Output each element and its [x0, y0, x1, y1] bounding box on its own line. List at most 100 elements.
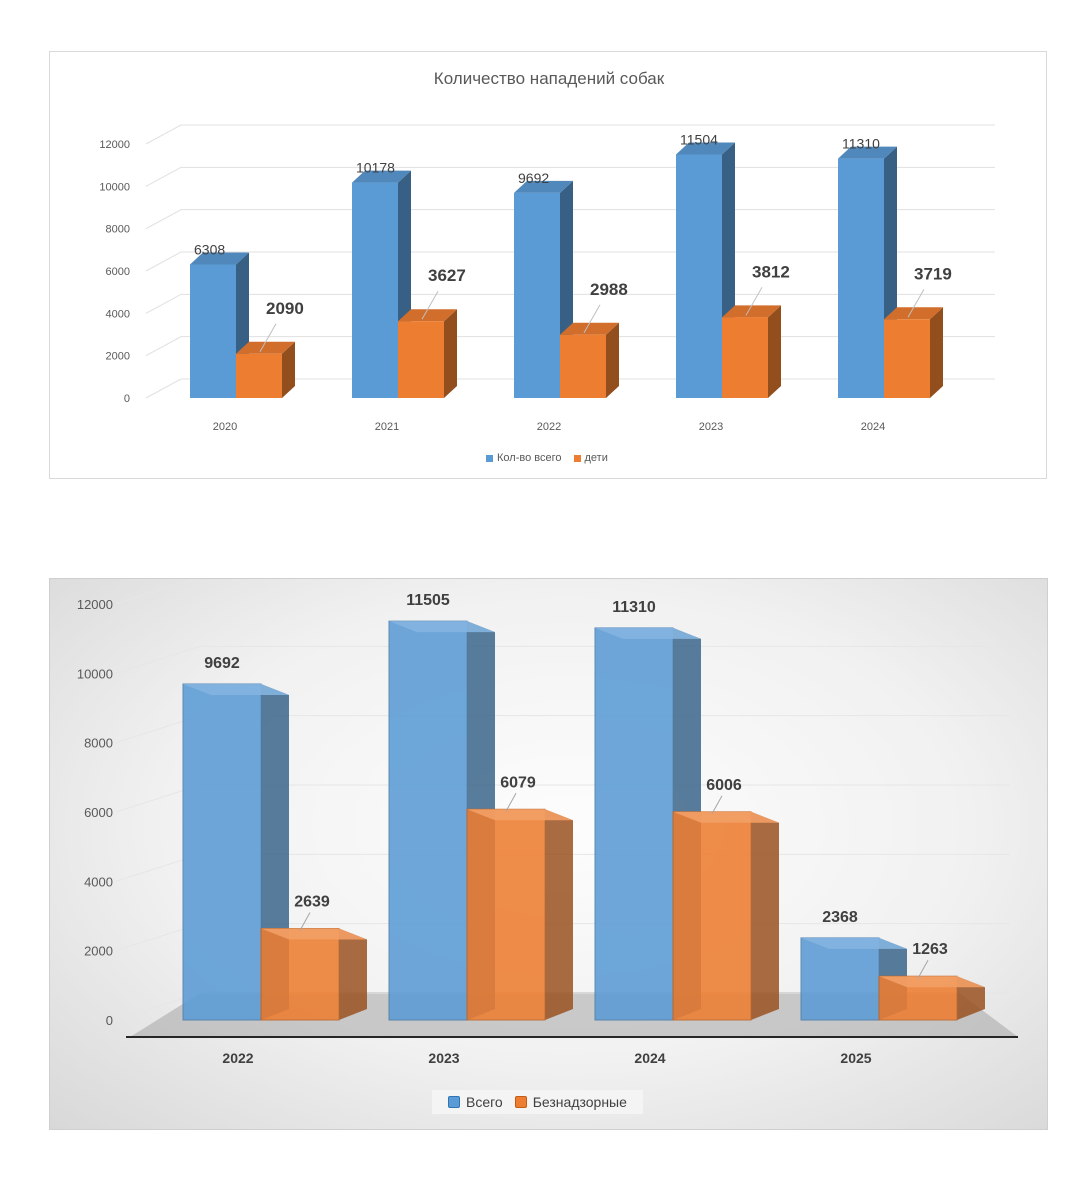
- bar: [190, 264, 236, 398]
- bar-top: [879, 976, 985, 988]
- x-tick-label: 2022: [537, 421, 561, 433]
- chart-1-title: Количество нападений собак: [434, 69, 665, 88]
- bar-top: [183, 684, 289, 696]
- data-label: 2090: [266, 299, 304, 318]
- legend-label-children: дети: [584, 452, 608, 464]
- data-label: 9692: [518, 170, 549, 186]
- leader-line: [745, 287, 763, 316]
- bar-top: [673, 811, 779, 823]
- x-tick-label: 2022: [222, 1050, 253, 1066]
- bar: [676, 154, 722, 398]
- legend-swatch-stray: [514, 1096, 527, 1108]
- bar-top: [190, 252, 249, 265]
- bar-top: [838, 146, 897, 159]
- bar: [398, 321, 444, 398]
- bar: [722, 317, 768, 398]
- y-tick-label: 10000: [99, 181, 130, 193]
- x-tick-label: 2021: [375, 421, 399, 433]
- bar: [466, 808, 546, 1021]
- y-tick-label: 8000: [84, 736, 113, 751]
- bar-top: [884, 307, 943, 320]
- bar: [388, 620, 468, 1021]
- bar-side: [444, 309, 457, 398]
- bar-top: [352, 170, 411, 183]
- data-label: 3812: [752, 262, 790, 281]
- leader-line: [299, 912, 311, 931]
- data-label: 11505: [406, 592, 450, 609]
- bar: [594, 627, 674, 1021]
- y-tick-label: 6000: [84, 805, 113, 820]
- bar-side: [768, 305, 781, 398]
- legend-swatch-total: [486, 454, 493, 462]
- data-label: 3719: [914, 264, 952, 283]
- leader-line: [421, 290, 439, 320]
- data-label: 10178: [356, 160, 395, 176]
- y-tick-label: 4000: [84, 874, 113, 889]
- legend-label-total: Кол-во всего: [497, 452, 562, 464]
- bar: [838, 158, 884, 398]
- x-tick-label: 2023: [699, 421, 723, 433]
- data-label: 11310: [612, 599, 656, 616]
- leader-line: [505, 793, 517, 812]
- chart-dog-attacks-2020-2024: Количество нападений собак 0 2000 4000 6000 8…: [49, 51, 1047, 479]
- chart-1-plot: Количество нападений собак 0 2000 4000 6000 8…: [99, 69, 995, 433]
- legend-item-total: Всего: [448, 1094, 503, 1110]
- bar-top: [261, 928, 367, 940]
- data-label: 11504: [680, 131, 718, 147]
- y-tick-label: 0: [124, 393, 130, 405]
- bar: [884, 319, 930, 398]
- bar-side: [751, 811, 779, 1020]
- bar-top: [722, 305, 781, 318]
- legend-label-total: Всего: [466, 1094, 503, 1110]
- legend-item-stray: Безнадзорные: [514, 1094, 627, 1110]
- bar-top: [514, 180, 573, 193]
- leader-line: [907, 289, 925, 318]
- bar: [800, 937, 880, 1021]
- chart-1-legend: Кол-во всего дети: [480, 452, 614, 464]
- bar: [236, 353, 282, 398]
- bar: [560, 334, 606, 398]
- x-tick-label: 2024: [861, 421, 885, 433]
- bar-top: [676, 142, 735, 155]
- legend-label-stray: Безнадзорные: [532, 1094, 627, 1110]
- chart-2-legend: Всего Безнадзорные: [432, 1090, 643, 1114]
- gridline: [115, 579, 196, 605]
- bar-top: [801, 937, 907, 949]
- data-label: 6079: [500, 774, 536, 791]
- y-tick-label: 0: [106, 1013, 113, 1028]
- y-tick-label: 6000: [106, 266, 130, 278]
- bar-top: [560, 322, 619, 335]
- y-tick-label: 12000: [77, 597, 113, 612]
- data-label: 6006: [706, 777, 742, 794]
- bar-side: [339, 928, 367, 1020]
- bar-side: [545, 809, 573, 1020]
- data-label: 3627: [428, 266, 466, 285]
- bar: [514, 192, 560, 398]
- bar-side: [282, 341, 295, 398]
- legend-swatch-children: [573, 454, 581, 462]
- x-tick-label: 2024: [634, 1050, 665, 1066]
- data-label: 2368: [822, 909, 858, 926]
- data-label: 6308: [194, 241, 225, 257]
- legend-item-children: дети: [573, 452, 608, 464]
- y-tick-label: 2000: [84, 944, 113, 959]
- bar-top: [467, 809, 573, 821]
- bar: [182, 683, 262, 1021]
- bar-top: [389, 621, 495, 633]
- gridline: [115, 645, 1010, 674]
- legend-swatch-total: [448, 1096, 460, 1108]
- y-tick-label: 12000: [99, 139, 130, 151]
- bar-top: [236, 341, 295, 354]
- leader-line: [583, 304, 601, 334]
- bar: [672, 811, 752, 1021]
- y-tick-label: 2000: [106, 351, 130, 363]
- chart-dog-attacks-2022-2025: 0 2000 4000 6000 8000 10000 12000 2022 9692 2639 2…: [49, 578, 1048, 1130]
- leader-line: [917, 959, 929, 979]
- bar-top: [398, 309, 457, 322]
- bar: [352, 182, 398, 398]
- chart-2-plot: 0 2000 4000 6000 8000 10000 12000 2022 9692 2639 2…: [77, 579, 1018, 1066]
- y-tick-label: 4000: [106, 308, 130, 320]
- y-tick-label: 10000: [77, 666, 113, 681]
- y-tick-label: 8000: [106, 224, 130, 236]
- legend-item-total: Кол-во всего: [486, 452, 562, 464]
